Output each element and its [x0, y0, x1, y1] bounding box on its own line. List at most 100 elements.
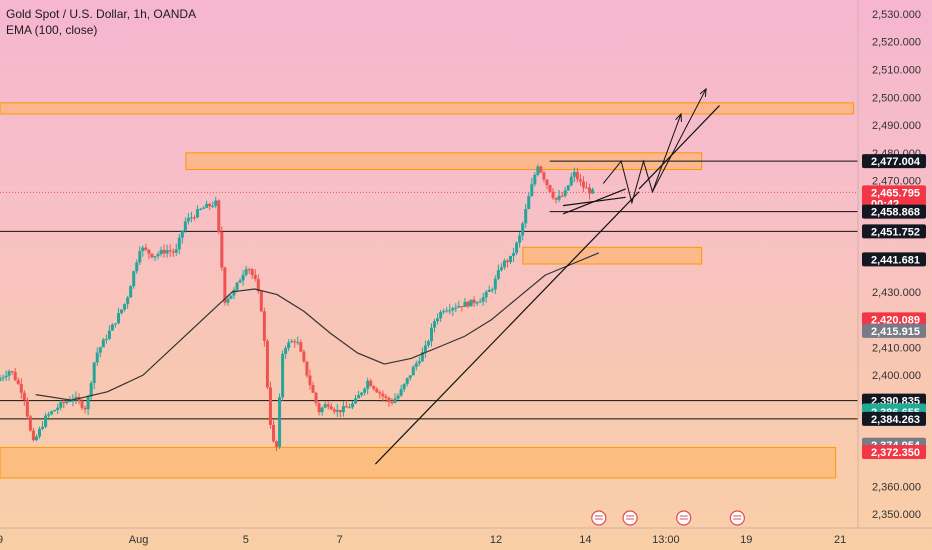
candle-body-29: [86, 396, 90, 410]
candle-body-15: [44, 415, 48, 427]
candle-body-160: [484, 291, 488, 298]
candle-body-97: [293, 341, 297, 343]
candle-body-41: [123, 303, 127, 310]
zone-2: [522, 246, 703, 265]
candle-body-136: [411, 367, 415, 376]
candle-body-179: [542, 172, 546, 180]
candle-body-168: [509, 255, 513, 263]
y-tick-label-3: 2,500.000: [872, 92, 921, 104]
candle-body-153: [463, 301, 467, 307]
candle-body-48: [144, 247, 148, 250]
candle-body-13: [38, 428, 42, 437]
candle-body-11: [31, 430, 35, 441]
candle-body-43: [129, 286, 133, 298]
candle-body-9: [25, 399, 29, 417]
price-axis-bg: [858, 0, 932, 550]
candle-body-27: [80, 400, 84, 408]
candles-group: [0, 164, 595, 452]
candle-body-52: [156, 254, 160, 257]
candle-body-162: [490, 289, 494, 291]
candle-body-14: [41, 426, 45, 429]
price-badge-label-1: 2,465.795: [871, 187, 920, 199]
y-tick-label-4: 2,490.000: [872, 120, 921, 132]
price-badge-10: [862, 411, 926, 426]
candle-body-108: [326, 404, 330, 407]
candle-body-83: [250, 269, 254, 275]
price-badge-label-3: 2,451.752: [871, 226, 920, 238]
candle-body-183: [554, 197, 558, 200]
candle-body-120: [363, 388, 367, 393]
projection-path: [602, 113, 682, 205]
candle-body-96: [290, 341, 294, 343]
trend-line-2: [562, 196, 626, 207]
y-tick-label-11: 2,350.000: [872, 509, 921, 521]
candle-body-66: [199, 208, 203, 210]
candle-body-103: [311, 384, 315, 393]
candle-body-178: [539, 166, 543, 173]
chart-legend: Gold Spot / U.S. Dollar, 1h, OANDA EMA (…: [6, 6, 196, 38]
candle-body-119: [360, 392, 364, 396]
candle-body-22: [65, 401, 69, 404]
candle-body-25: [74, 397, 78, 399]
y-tick-label-0: 2,530.000: [872, 9, 921, 21]
candle-body-4: [10, 371, 14, 373]
price-badge-label-0: 2,477.004: [871, 156, 921, 168]
candle-body-19: [56, 407, 60, 411]
candle-body-111: [335, 410, 339, 412]
price-badge-label-5: 2,420.089: [871, 314, 920, 326]
candle-body-31: [92, 362, 96, 384]
candle-body-171: [518, 235, 522, 243]
candle-body-0: [0, 378, 2, 381]
candle-body-126: [381, 393, 385, 397]
candle-body-154: [466, 301, 470, 307]
candle-body-184: [557, 195, 561, 200]
candle-body-185: [560, 195, 564, 197]
event-icon-3: [729, 510, 745, 526]
candle-body-1: [1, 377, 5, 379]
candle-body-78: [235, 282, 239, 290]
candle-body-115: [347, 407, 351, 409]
event-icon-1: [622, 510, 638, 526]
candle-body-63: [189, 217, 193, 219]
candle-body-105: [317, 403, 321, 413]
candle-body-125: [378, 392, 382, 394]
candle-body-151: [457, 305, 461, 308]
y-tick-label-6: 2,470.000: [872, 176, 921, 188]
candle-body-90: [271, 424, 275, 442]
candle-body-159: [481, 297, 485, 302]
symbol-title[interactable]: Gold Spot / U.S. Dollar, 1h, OANDA: [6, 7, 197, 21]
candle-body-102: [308, 375, 312, 385]
candle-body-158: [478, 301, 482, 303]
price-badge-label-6: 2,415.915: [871, 326, 920, 338]
candle-body-118: [357, 395, 361, 399]
candle-body-99: [299, 342, 303, 352]
indicator-label[interactable]: EMA (100, close): [6, 23, 98, 37]
candle-body-173: [524, 209, 528, 224]
x-tick-label-0: 9: [0, 534, 3, 546]
candle-body-55: [165, 250, 169, 254]
candle-body-10: [28, 416, 32, 431]
zone-0: [0, 102, 855, 115]
candle-body-33: [98, 347, 102, 353]
candle-body-51: [153, 256, 157, 258]
candle-body-130: [393, 398, 397, 403]
candle-body-21: [62, 402, 66, 404]
candle-body-166: [502, 260, 506, 268]
candle-body-69: [208, 203, 212, 207]
candle-body-164: [496, 270, 500, 279]
candle-body-85: [256, 279, 260, 292]
candle-body-104: [314, 392, 318, 404]
candle-body-152: [460, 305, 464, 307]
candle-body-45: [135, 262, 139, 272]
candle-body-124: [375, 389, 379, 393]
y-tick-label-1: 2,520.000: [872, 37, 921, 49]
candle-body-116: [350, 403, 354, 408]
x-tick-label-4: 12: [490, 534, 502, 546]
candle-body-145: [439, 311, 443, 319]
candle-body-155: [469, 299, 473, 307]
candle-body-110: [332, 409, 336, 412]
candle-body-16: [47, 414, 51, 416]
candle-body-121: [366, 380, 370, 389]
candle-body-20: [59, 402, 63, 408]
